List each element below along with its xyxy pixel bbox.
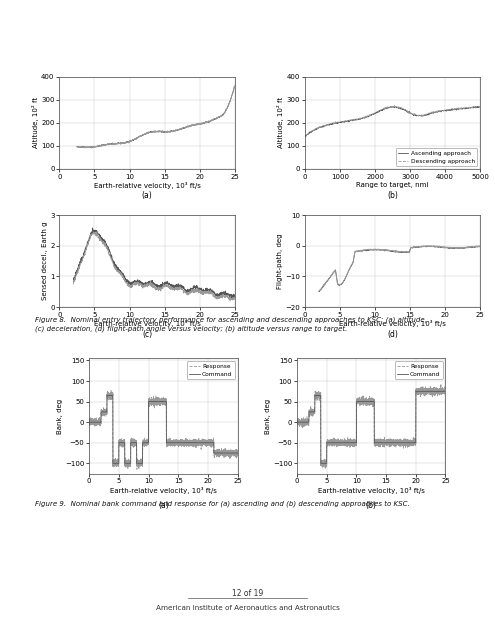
X-axis label: Earth-relative velocity, 10³ ft/s: Earth-relative velocity, 10³ ft/s <box>110 486 217 493</box>
Command <box>294 419 300 426</box>
Text: (d): (d) <box>387 330 398 339</box>
Response <box>321 461 327 468</box>
Legend: Response, Command: Response, Command <box>395 362 443 379</box>
Descending approach <box>435 107 441 115</box>
Ascending approach <box>477 103 483 111</box>
Y-axis label: Sensed decel., Earth g: Sensed decel., Earth g <box>42 222 48 300</box>
Text: (a): (a) <box>158 501 169 510</box>
Response <box>351 440 357 448</box>
Ascending approach <box>405 108 411 116</box>
Command <box>113 460 119 467</box>
Command <box>110 460 116 467</box>
Response <box>175 438 181 445</box>
Command <box>197 439 203 447</box>
Response <box>197 437 203 445</box>
Command <box>208 439 214 447</box>
Descending approach <box>303 132 309 140</box>
Ascending approach <box>434 108 440 116</box>
Response <box>108 387 114 394</box>
Command <box>318 460 324 467</box>
X-axis label: Range to target, nmi: Range to target, nmi <box>356 182 429 188</box>
Line: Response: Response <box>89 390 238 469</box>
Descending approach <box>420 111 426 119</box>
Line: Command: Command <box>297 391 446 463</box>
Response <box>383 439 389 447</box>
Response <box>405 439 411 447</box>
Response <box>86 420 92 428</box>
Command <box>321 460 327 467</box>
Response <box>143 439 149 447</box>
Response <box>438 380 444 388</box>
Response <box>443 387 448 394</box>
Response <box>134 465 140 473</box>
Descending approach <box>347 116 353 124</box>
Response <box>183 441 189 449</box>
Descending approach <box>477 102 483 110</box>
Descending approach <box>333 119 339 127</box>
Text: (a): (a) <box>142 191 152 200</box>
Text: (b): (b) <box>366 501 377 510</box>
Command <box>383 439 389 447</box>
Text: American Institute of Aeronautics and Astronautics: American Institute of Aeronautics and As… <box>155 605 340 611</box>
Text: (c): (c) <box>142 330 152 339</box>
Ascending approach <box>347 116 353 124</box>
Descending approach <box>392 102 397 109</box>
Ascending approach <box>302 132 308 140</box>
Text: (b): (b) <box>387 191 398 200</box>
Ascending approach <box>381 106 387 113</box>
Ascending approach <box>333 119 339 127</box>
Text: Figure 8.  Nominal entry trajectory performance for ascending and descending app: Figure 8. Nominal entry trajectory perfo… <box>35 317 427 332</box>
Response <box>322 465 328 472</box>
Response <box>113 461 119 468</box>
Legend: Ascending approach, Descending approach: Ascending approach, Descending approach <box>396 148 477 166</box>
Command <box>391 439 396 447</box>
Response <box>294 420 300 428</box>
Response <box>391 440 396 448</box>
X-axis label: Earth-relative velocity, 10³ ft/s: Earth-relative velocity, 10³ ft/s <box>339 320 446 327</box>
Line: Descending approach: Descending approach <box>305 106 480 136</box>
Text: 12 of 19: 12 of 19 <box>232 589 263 598</box>
Y-axis label: Altitude, 10² ft: Altitude, 10² ft <box>32 97 39 148</box>
X-axis label: Earth-relative velocity, 10³ ft/s: Earth-relative velocity, 10³ ft/s <box>94 320 200 327</box>
Ascending approach <box>419 112 425 120</box>
Command <box>416 387 422 395</box>
Line: Response: Response <box>297 384 446 468</box>
Command <box>183 439 189 447</box>
Descending approach <box>406 108 412 116</box>
Response <box>235 450 241 458</box>
Y-axis label: Bank, deg: Bank, deg <box>265 399 271 433</box>
Y-axis label: Flight-path, deg: Flight-path, deg <box>277 234 283 289</box>
Line: Ascending approach: Ascending approach <box>305 106 480 136</box>
Command <box>405 439 411 447</box>
Ascending approach <box>475 102 481 110</box>
X-axis label: Earth-relative velocity, 10³ ft/s: Earth-relative velocity, 10³ ft/s <box>94 182 200 189</box>
Command <box>104 392 110 399</box>
Command <box>351 439 357 447</box>
Response <box>208 440 214 448</box>
X-axis label: Earth-relative velocity, 10³ ft/s: Earth-relative velocity, 10³ ft/s <box>318 486 425 493</box>
Command <box>443 387 448 395</box>
Command <box>143 439 149 447</box>
Command <box>86 419 92 426</box>
Y-axis label: Altitude, 10² ft: Altitude, 10² ft <box>277 97 285 148</box>
Command <box>413 387 419 395</box>
Line: Command: Command <box>89 396 238 463</box>
Y-axis label: Bank, deg: Bank, deg <box>57 399 63 433</box>
Descending approach <box>382 105 388 113</box>
Text: Figure 9.  Nominal bank command and response for (a) ascending and (b) descendin: Figure 9. Nominal bank command and respo… <box>35 500 409 507</box>
Command <box>175 439 181 447</box>
Legend: Response, Command: Response, Command <box>187 362 235 379</box>
Descending approach <box>302 132 308 140</box>
Command <box>235 449 241 457</box>
Response <box>416 387 422 395</box>
